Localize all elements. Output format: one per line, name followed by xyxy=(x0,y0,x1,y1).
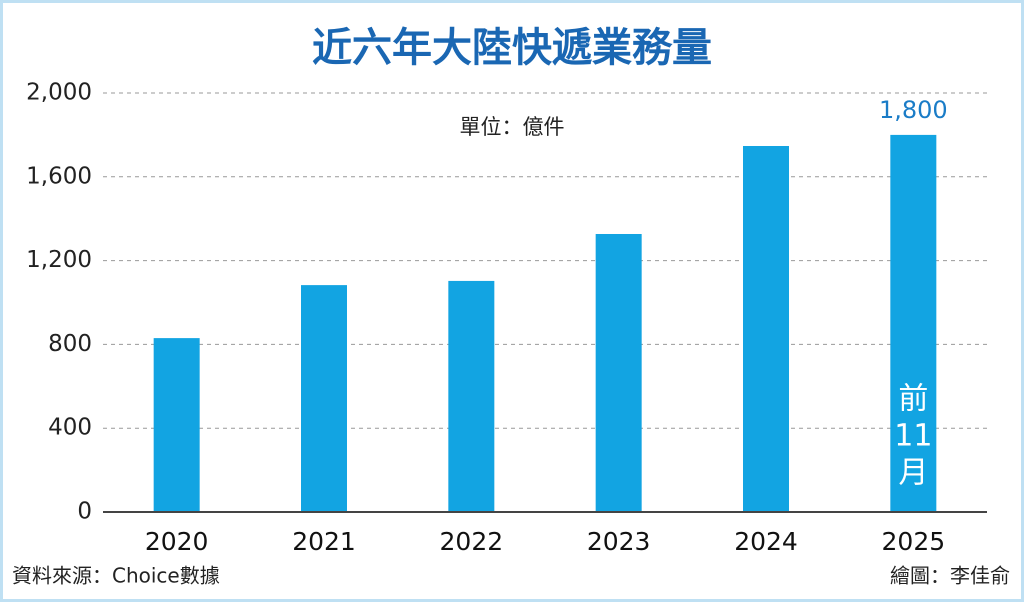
y-tick-label: 1,200 xyxy=(26,247,92,273)
y-tick-label: 0 xyxy=(77,499,92,525)
bar xyxy=(301,285,347,512)
y-tick-label: 800 xyxy=(48,331,92,357)
bar xyxy=(890,134,937,512)
credit: 繪圖：李佳俞 xyxy=(890,564,1010,588)
bar xyxy=(743,146,789,513)
x-tick-label: 2025 xyxy=(882,527,946,556)
x-tick-label: 2020 xyxy=(145,527,209,556)
x-tick-label: 2021 xyxy=(292,527,356,556)
bar xyxy=(153,338,200,512)
annotation: 11 xyxy=(894,419,932,454)
value-label: 1,800 xyxy=(879,96,948,124)
y-tick-label: 1,600 xyxy=(26,163,92,189)
y-tick-label: 400 xyxy=(48,415,92,441)
y-tick-label: 2,000 xyxy=(26,80,92,106)
bar xyxy=(448,280,495,512)
bar xyxy=(595,233,642,512)
x-tick-label: 2024 xyxy=(734,527,798,556)
source: 資料來源：Choice數據 xyxy=(12,564,220,588)
annotation: 前 xyxy=(898,382,928,417)
annotation: 月 xyxy=(898,456,928,491)
chart-title: 近六年大陸快遞業務量 xyxy=(312,25,712,71)
unit-label: 單位：億件 xyxy=(460,115,565,139)
x-tick-label: 2022 xyxy=(440,527,504,556)
x-tick-label: 2023 xyxy=(587,527,651,556)
